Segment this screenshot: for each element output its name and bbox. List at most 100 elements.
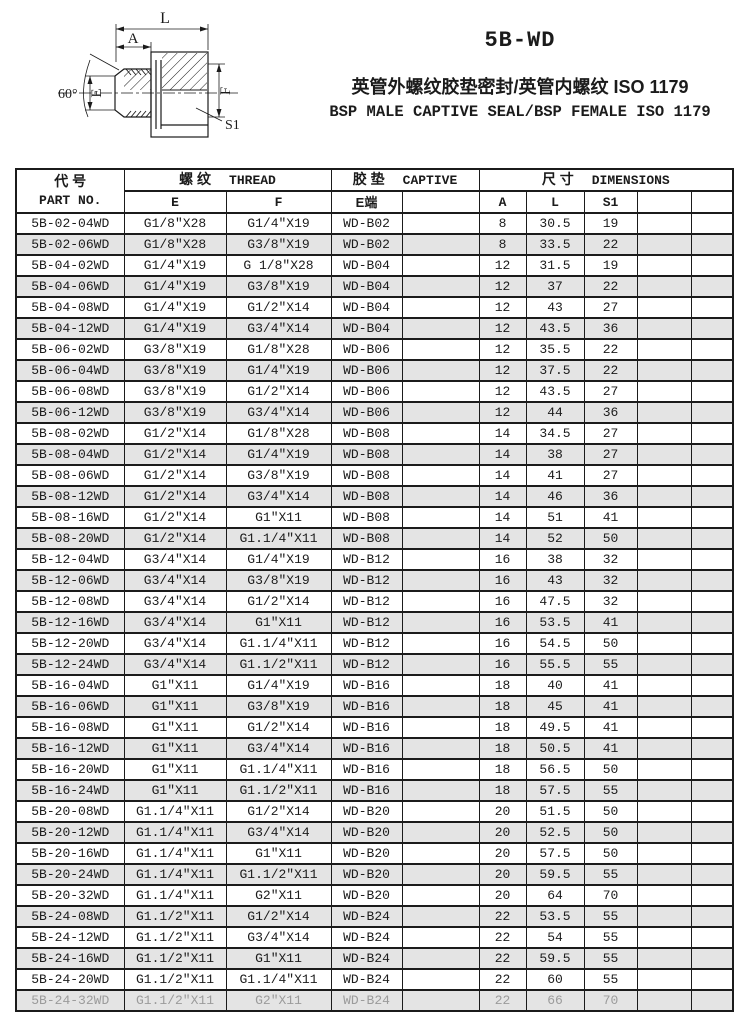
table-row: 5B-20-32WD G1.1/4″X11 G2″X11 WD-B20 20 64 70 (15, 884, 734, 907)
cell-captive-blank (401, 401, 480, 424)
cell-blank-1 (636, 968, 692, 991)
cell-captive: WD-B08 (330, 527, 403, 550)
cell-dim-a: 12 (478, 317, 527, 340)
cell-part: 5B-06-12WD (15, 401, 125, 424)
cell-blank-1 (636, 758, 692, 781)
cell-thread-f: G1/4″X19 (225, 548, 332, 571)
table-row: 5B-20-16WD G1.1/4″X11 G1″X11 WD-B20 20 57.5 50 (15, 842, 734, 865)
cell-dim-s1: 55 (583, 863, 638, 886)
cell-thread-e: G1.1/4″X11 (123, 863, 227, 886)
cell-thread-e: G3/8″X19 (123, 359, 227, 382)
cell-captive: WD-B06 (330, 359, 403, 382)
cell-thread-e: G1/2″X14 (123, 506, 227, 529)
cell-thread-e: G3/8″X19 (123, 380, 227, 403)
cell-thread-e: G1/2″X14 (123, 422, 227, 445)
cell-blank-2 (690, 905, 734, 928)
cell-dim-s1: 50 (583, 842, 638, 865)
cell-blank-2 (690, 212, 734, 235)
cell-part: 5B-08-06WD (15, 464, 125, 487)
cell-dim-l: 33.5 (525, 233, 585, 256)
cell-thread-f: G3/4″X14 (225, 821, 332, 844)
cell-part: 5B-02-06WD (15, 233, 125, 256)
cell-blank-2 (690, 443, 734, 466)
cell-captive: WD-B04 (330, 254, 403, 277)
cell-dim-a: 12 (478, 296, 527, 319)
table-row: 5B-12-08WD G3/4″X14 G1/2″X14 WD-B12 16 47.5 32 (15, 590, 734, 613)
cell-thread-e: G1.1/2″X11 (123, 905, 227, 928)
cell-blank-2 (690, 884, 734, 907)
cell-part: 5B-02-04WD (15, 212, 125, 235)
cell-captive: WD-B20 (330, 821, 403, 844)
cell-blank-2 (690, 800, 734, 823)
cell-dim-a: 14 (478, 422, 527, 445)
header-captive-en: CAPTIVE (402, 173, 458, 188)
cell-captive-blank (401, 359, 480, 382)
cell-thread-f: G3/8″X19 (225, 695, 332, 718)
cell-dim-s1: 36 (583, 317, 638, 340)
cell-blank-2 (690, 296, 734, 319)
cell-dim-s1: 36 (583, 401, 638, 424)
cell-dim-s1: 27 (583, 464, 638, 487)
cell-thread-e: G1.1/2″X11 (123, 947, 227, 970)
header-thread-cn: 螺 纹 (179, 171, 212, 187)
cell-dim-l: 43 (525, 569, 585, 592)
cell-dim-a: 14 (478, 464, 527, 487)
cell-dim-s1: 55 (583, 926, 638, 949)
cell-captive: WD-B12 (330, 569, 403, 592)
cell-dim-s1: 19 (583, 212, 638, 235)
cell-dim-s1: 32 (583, 569, 638, 592)
cell-thread-f: G1/2″X14 (225, 380, 332, 403)
cell-dim-s1: 50 (583, 758, 638, 781)
cell-thread-e: G1″X11 (123, 674, 227, 697)
cell-blank-1 (636, 737, 692, 760)
cell-part: 5B-24-20WD (15, 968, 125, 991)
cell-dim-l: 38 (525, 443, 585, 466)
cell-blank-1 (636, 674, 692, 697)
cell-dim-s1: 70 (583, 884, 638, 907)
cell-dim-l: 34.5 (525, 422, 585, 445)
cell-captive: WD-B02 (330, 212, 403, 235)
cell-captive: WD-B08 (330, 443, 403, 466)
table-row: 5B-06-12WD G3/8″X19 G3/4″X14 WD-B06 12 44 36 (15, 401, 734, 424)
cell-part: 5B-08-12WD (15, 485, 125, 508)
cell-part: 5B-12-06WD (15, 569, 125, 592)
cell-part: 5B-04-08WD (15, 296, 125, 319)
cell-dim-l: 31.5 (525, 254, 585, 277)
cell-blank-2 (690, 674, 734, 697)
cell-blank-1 (636, 443, 692, 466)
cell-thread-f: G1″X11 (225, 842, 332, 865)
cell-dim-l: 51.5 (525, 800, 585, 823)
cell-dim-l: 37 (525, 275, 585, 298)
cell-thread-e: G1″X11 (123, 779, 227, 802)
cell-dim-l: 44 (525, 401, 585, 424)
product-title-en: BSP MALE CAPTIVE SEAL/BSP FEMALE ISO 117… (329, 103, 711, 121)
cell-part: 5B-24-32WD (15, 989, 125, 1012)
cell-part: 5B-06-04WD (15, 359, 125, 382)
cell-dim-s1: 27 (583, 380, 638, 403)
cell-dim-l: 50.5 (525, 737, 585, 760)
cell-blank-1 (636, 800, 692, 823)
cell-captive-blank (401, 506, 480, 529)
cell-blank-2 (690, 254, 734, 277)
cell-dim-s1: 50 (583, 821, 638, 844)
cell-dim-l: 53.5 (525, 905, 585, 928)
cell-blank-1 (636, 653, 692, 676)
cell-dim-s1: 55 (583, 947, 638, 970)
cell-part: 5B-16-06WD (15, 695, 125, 718)
cell-thread-f: G1/2″X14 (225, 800, 332, 823)
cell-captive-blank (401, 758, 480, 781)
cell-blank-1 (636, 842, 692, 865)
cell-dim-l: 56.5 (525, 758, 585, 781)
header-col-captive-blank (401, 190, 480, 214)
cell-dim-a: 20 (478, 884, 527, 907)
dim-label-A: A (128, 31, 139, 47)
cell-blank-1 (636, 863, 692, 886)
cell-blank-2 (690, 275, 734, 298)
cell-blank-1 (636, 527, 692, 550)
cell-dim-l: 47.5 (525, 590, 585, 613)
table-row: 5B-12-16WD G3/4″X14 G1″X11 WD-B12 16 53.5 41 (15, 611, 734, 634)
header-captive-cn: 胶 垫 (352, 171, 385, 187)
cell-thread-f: G1.1/4″X11 (225, 632, 332, 655)
cell-part: 5B-20-12WD (15, 821, 125, 844)
cell-part: 5B-20-08WD (15, 800, 125, 823)
